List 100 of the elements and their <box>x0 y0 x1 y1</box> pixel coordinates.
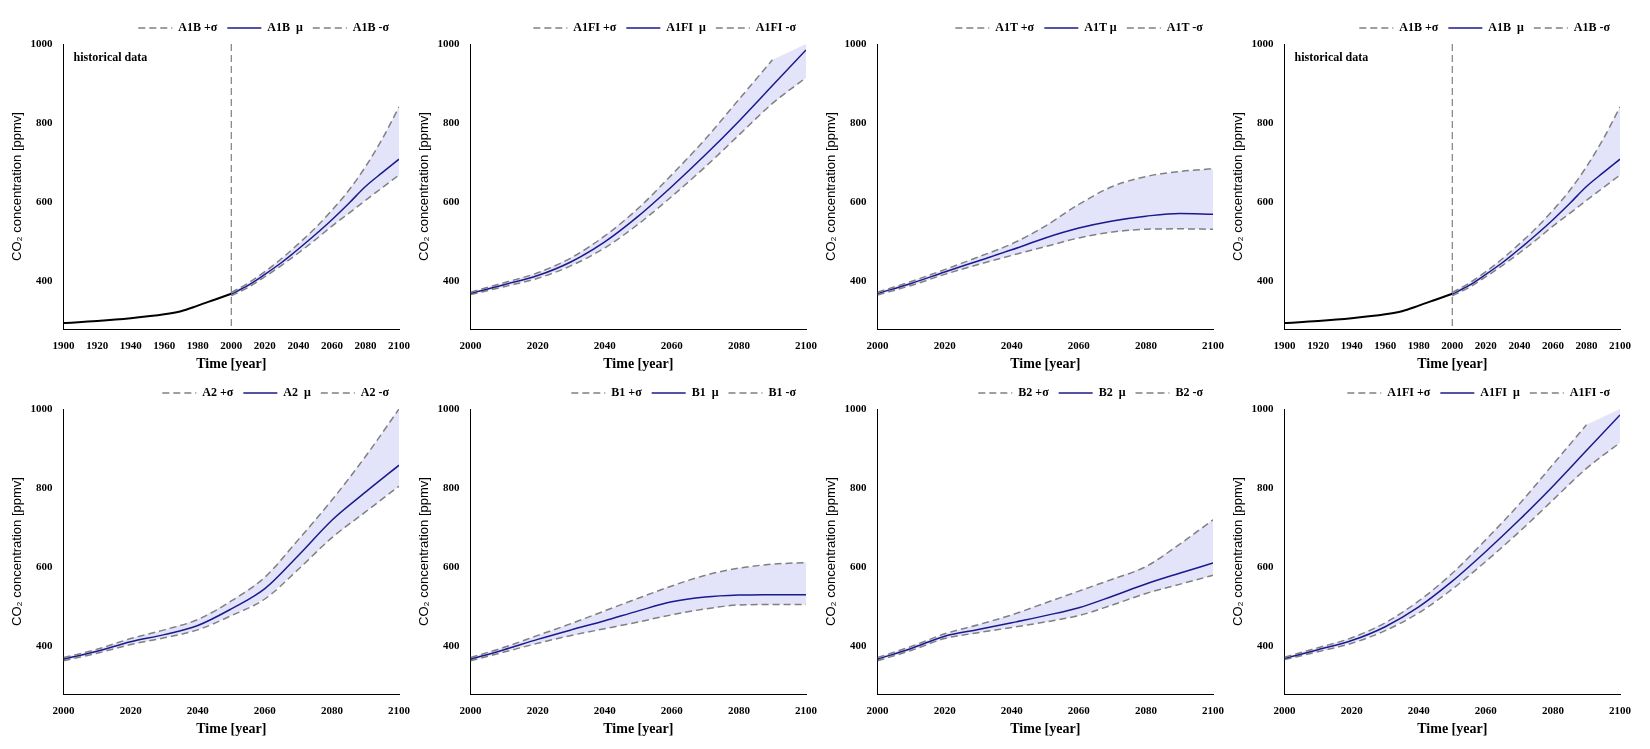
y-tick-label: 400 <box>850 274 868 287</box>
legend-label: A2 -σ <box>360 385 390 400</box>
legend-label: B1 +σ <box>611 385 643 400</box>
x-tick-label: 2080 <box>727 704 751 717</box>
y-axis-title: CO₂ concentration [ppmv] <box>416 112 432 261</box>
y-tick-label: 800 <box>1257 481 1275 494</box>
x-tick-label: 2040 <box>593 704 617 717</box>
x-tick-label: 1980 <box>1407 339 1431 352</box>
x-tick-label: 2020 <box>1474 339 1498 352</box>
legend-label: A1B -σ <box>1573 20 1611 35</box>
x-tick-label: 2060 <box>1067 704 1091 717</box>
x-tick-label: 2100 <box>795 339 818 352</box>
legend-label: A1FI -σ <box>755 20 797 35</box>
y-tick-label: 400 <box>36 274 54 287</box>
x-tick-label: 2100 <box>388 339 411 352</box>
x-tick-label: 2080 <box>727 339 751 352</box>
y-tick-label: 600 <box>1257 560 1275 573</box>
x-tick-label: 2040 <box>593 339 617 352</box>
x-tick-label: 2040 <box>1000 339 1024 352</box>
y-tick-label: 1000 <box>1251 36 1275 49</box>
x-tick-label: 2000 <box>459 704 483 717</box>
y-tick-label: 800 <box>850 116 868 129</box>
x-tick-label: 2000 <box>459 339 483 352</box>
legend-label: B1 μ <box>691 385 719 400</box>
x-tick-label: 2100 <box>1202 704 1225 717</box>
legend-label: B2 +σ <box>1018 385 1050 400</box>
x-tick-label: 2100 <box>1609 339 1632 352</box>
x-tick-label: 2100 <box>1202 339 1225 352</box>
y-tick-label: 400 <box>36 639 54 652</box>
x-tick-label: 1900 <box>1273 339 1297 352</box>
x-tick-label: 2060 <box>660 704 684 717</box>
y-tick-label: 1000 <box>437 401 461 414</box>
y-tick-label: 1000 <box>30 36 54 49</box>
y-axis-title: CO₂ concentration [ppmv] <box>9 477 25 626</box>
y-tick-label: 600 <box>36 195 54 208</box>
y-tick-label: 600 <box>443 560 461 573</box>
x-tick-label: 2060 <box>660 339 684 352</box>
x-tick-label: 1960 <box>153 339 176 352</box>
x-tick-label: 2040 <box>287 339 310 352</box>
y-tick-label: 600 <box>36 560 54 573</box>
x-tick-label: 1980 <box>186 339 210 352</box>
x-tick-label: 1960 <box>1374 339 1397 352</box>
x-tick-label: 1920 <box>1307 339 1330 352</box>
x-tick-label: 2020 <box>119 704 143 717</box>
y-tick-label: 1000 <box>30 401 54 414</box>
y-tick-label: 800 <box>36 481 54 494</box>
x-tick-label: 1900 <box>52 339 76 352</box>
x-axis-title: Time [year] <box>603 356 674 372</box>
y-tick-label: 400 <box>443 274 461 287</box>
x-axis-title: Time [year] <box>196 356 267 372</box>
legend-label: A1B μ <box>267 20 303 35</box>
x-tick-label: 2100 <box>795 704 818 717</box>
x-tick-label: 2060 <box>1474 704 1498 717</box>
x-axis-title: Time [year] <box>603 721 674 737</box>
x-tick-label: 2060 <box>1067 339 1091 352</box>
x-tick-label: 2020 <box>526 704 550 717</box>
y-tick-label: 600 <box>1257 195 1275 208</box>
x-tick-label: 2020 <box>526 339 550 352</box>
y-tick-label: 800 <box>443 481 461 494</box>
y-tick-label: 600 <box>850 195 868 208</box>
y-tick-label: 400 <box>850 639 868 652</box>
x-tick-label: 2000 <box>866 704 890 717</box>
x-tick-label: 2020 <box>1340 704 1364 717</box>
x-tick-label: 1940 <box>1340 339 1364 352</box>
legend-label: B1 -σ <box>768 385 797 400</box>
legend-label: A1FI +σ <box>1387 385 1431 400</box>
legend-label: A1T -σ <box>1166 20 1204 35</box>
x-tick-label: 2080 <box>1541 704 1565 717</box>
y-tick-label: 800 <box>1257 116 1275 129</box>
y-tick-label: 1000 <box>844 401 868 414</box>
x-tick-label: 2020 <box>933 704 957 717</box>
x-axis-title: Time [year] <box>1010 356 1081 372</box>
x-tick-label: 2060 <box>320 339 344 352</box>
legend-label: B2 μ <box>1098 385 1126 400</box>
x-tick-label: 2000 <box>866 339 890 352</box>
y-axis-title: CO₂ concentration [ppmv] <box>1230 477 1246 626</box>
legend-label: A1B +σ <box>1399 20 1439 35</box>
x-tick-label: 2080 <box>1134 339 1158 352</box>
legend-label: A1B +σ <box>178 20 218 35</box>
y-tick-label: 600 <box>443 195 461 208</box>
y-tick-label: 800 <box>850 481 868 494</box>
legend-label: A2 μ <box>283 385 312 400</box>
y-axis-title: CO₂ concentration [ppmv] <box>9 112 25 261</box>
annotation: historical data <box>73 50 148 65</box>
legend-label: B2 -σ <box>1175 385 1204 400</box>
legend-label: A2 +σ <box>202 385 234 400</box>
x-tick-label: 2040 <box>1508 339 1531 352</box>
x-tick-label: 2060 <box>1541 339 1565 352</box>
y-axis-title: CO₂ concentration [ppmv] <box>1230 112 1246 261</box>
y-tick-label: 800 <box>443 116 461 129</box>
x-tick-label: 1940 <box>119 339 143 352</box>
legend-label: A1T +σ <box>995 20 1035 35</box>
legend-label: A1T μ <box>1084 20 1117 35</box>
y-tick-label: 400 <box>1257 639 1275 652</box>
y-tick-label: 1000 <box>1251 401 1275 414</box>
x-axis-title: Time [year] <box>1010 721 1081 737</box>
x-tick-label: 1920 <box>86 339 109 352</box>
legend-label: A1FI +σ <box>573 20 617 35</box>
x-axis-title: Time [year] <box>196 721 267 737</box>
legend-label: A1FI μ <box>666 20 707 35</box>
